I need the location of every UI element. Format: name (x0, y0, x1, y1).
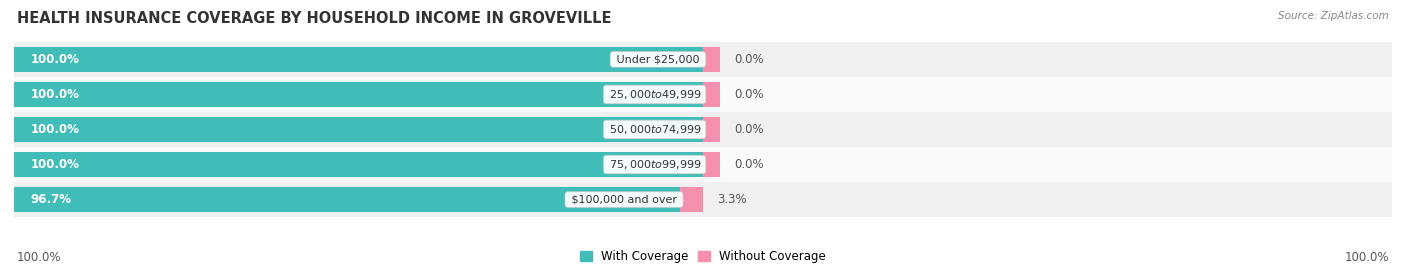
Bar (14, 117, 703, 142)
Bar (14, 187, 681, 212)
Text: $100,000 and over: $100,000 and over (568, 194, 681, 204)
Bar (703, 117, 720, 142)
Text: 0.0%: 0.0% (734, 123, 763, 136)
Bar (703, 47, 720, 72)
Text: 96.7%: 96.7% (31, 193, 72, 206)
Bar (14, 152, 703, 177)
Bar (14, 147, 1392, 182)
Legend: With Coverage, Without Coverage: With Coverage, Without Coverage (579, 250, 827, 263)
Text: 100.0%: 100.0% (31, 53, 80, 66)
Bar (14, 182, 1392, 217)
Text: 100.0%: 100.0% (31, 88, 80, 101)
Bar (681, 187, 703, 212)
Bar (14, 47, 703, 72)
Bar (14, 42, 1392, 77)
Text: 100.0%: 100.0% (31, 158, 80, 171)
Text: 0.0%: 0.0% (734, 53, 763, 66)
Text: 0.0%: 0.0% (734, 158, 763, 171)
Text: $50,000 to $74,999: $50,000 to $74,999 (606, 123, 703, 136)
Text: 100.0%: 100.0% (31, 123, 80, 136)
Text: 3.3%: 3.3% (717, 193, 747, 206)
Bar (14, 112, 1392, 147)
Text: Source: ZipAtlas.com: Source: ZipAtlas.com (1278, 11, 1389, 21)
Text: HEALTH INSURANCE COVERAGE BY HOUSEHOLD INCOME IN GROVEVILLE: HEALTH INSURANCE COVERAGE BY HOUSEHOLD I… (17, 11, 612, 26)
Text: $75,000 to $99,999: $75,000 to $99,999 (606, 158, 703, 171)
Text: 0.0%: 0.0% (734, 88, 763, 101)
Text: $25,000 to $49,999: $25,000 to $49,999 (606, 88, 703, 101)
Text: 100.0%: 100.0% (1344, 251, 1389, 264)
Bar (703, 152, 720, 177)
Bar (703, 82, 720, 107)
Text: Under $25,000: Under $25,000 (613, 54, 703, 64)
Bar (14, 82, 703, 107)
Text: 100.0%: 100.0% (17, 251, 62, 264)
Bar (14, 77, 1392, 112)
